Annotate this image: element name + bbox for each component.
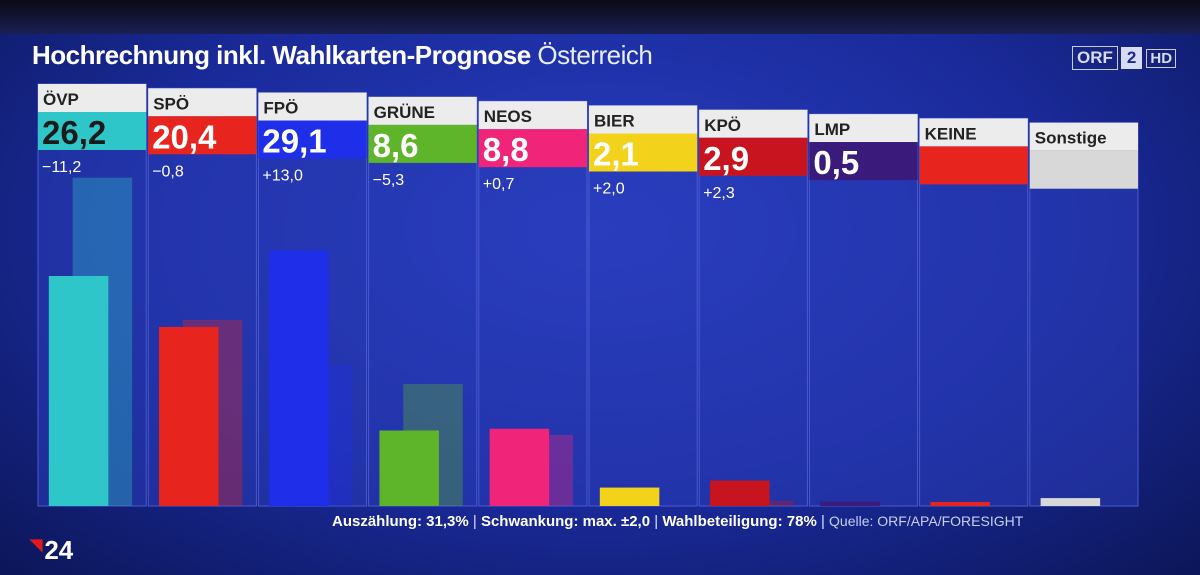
value-label-2: 29,1: [262, 123, 326, 160]
bar-current-0: [48, 276, 109, 506]
party-label-4: NEOS: [484, 107, 532, 126]
party-label-6: KPÖ: [704, 116, 741, 135]
value-box-1: [148, 116, 257, 155]
party-header-bg-5: [589, 105, 698, 134]
party-label-7: LMP: [814, 120, 850, 139]
party-label-3: GRÜNE: [374, 103, 435, 122]
footer-quelle: Quelle: ORF/APA/FORESIGHT: [829, 513, 1024, 529]
footer-auszaehlung: Auszählung: 31,3%: [332, 513, 469, 530]
chart-title: Hochrechnung inkl. Wahlkarten-Prognose Ö…: [32, 40, 653, 71]
value-label-5: 2,1: [593, 136, 639, 173]
bar-current-2: [269, 250, 329, 506]
logo-hd: HD: [1146, 48, 1177, 68]
value-label-3: 8,6: [373, 127, 419, 164]
party-label-8: KEINE: [925, 124, 977, 143]
party-label-9: Sonstige: [1035, 129, 1107, 148]
party-header-bg-7: [809, 114, 918, 143]
party-header-bg-8: [919, 118, 1028, 147]
party-label-2: FPÖ: [263, 99, 298, 118]
channel-mark-icon: ◥: [30, 537, 43, 554]
channel-logo: ◥24: [30, 535, 73, 566]
party-label-1: SPÖ: [153, 94, 189, 113]
value-label-4: 8,8: [483, 131, 529, 168]
party-label-0: ÖVP: [43, 90, 79, 109]
value-label-7: 0,5: [813, 144, 859, 181]
value-box-6: [699, 137, 808, 176]
party-header-bg-2: [258, 92, 367, 121]
party-header-bg-1: [148, 88, 257, 117]
bar-current-4: [489, 428, 550, 506]
orf2-hd-logo: ORF 2 HD: [1072, 46, 1177, 70]
change-label-4: +0,7: [483, 176, 515, 193]
change-label-0: −11,2: [42, 159, 81, 176]
bar-current-7: [820, 501, 880, 506]
column-bg-5: [589, 105, 698, 506]
value-box-7: [809, 142, 918, 181]
change-label-1: −0,8: [152, 163, 184, 180]
value-label-6: 2,9: [703, 140, 749, 177]
bar-current-3: [379, 430, 439, 506]
value-label-0: 26,2: [42, 114, 106, 151]
bar-current-8: [930, 502, 990, 506]
party-label-5: BIER: [594, 112, 635, 131]
value-label-1: 20,4: [152, 118, 217, 155]
bar-current-9: [1040, 498, 1101, 506]
value-box-2: [258, 120, 367, 159]
change-label-6: +2,3: [703, 185, 735, 202]
logo-orf: ORF: [1072, 46, 1118, 70]
chart-footer: Auszählung: 31,3% | Schwankung: max. ±2,…: [332, 513, 1024, 530]
value-box-8: [919, 146, 1028, 185]
channel-number: 24: [44, 535, 74, 565]
value-box-9: [1029, 150, 1138, 189]
bar-current-6: [710, 480, 770, 506]
change-label-3: −5,3: [373, 172, 405, 189]
footer-wahlbeteiligung: Wahlbeteiligung: 78%: [662, 513, 817, 530]
value-box-5: [589, 133, 698, 172]
party-header-bg-0: [38, 84, 147, 112]
logo-two: 2: [1120, 47, 1143, 69]
change-label-2: +13,0: [262, 168, 303, 185]
change-label-5: +2,0: [593, 181, 625, 198]
party-header-bg-6: [699, 109, 808, 138]
value-box-4: [478, 129, 587, 168]
bar-current-1: [159, 326, 219, 506]
bar-current-5: [599, 487, 660, 506]
footer-schwankung: Schwankung: max. ±2,0: [480, 513, 651, 530]
value-box-0: [38, 112, 147, 150]
title-main: Hochrechnung inkl. Wahlkarten-Prognose: [32, 40, 531, 70]
value-box-3: [368, 124, 477, 163]
title-region: Österreich: [537, 40, 653, 70]
party-header-bg-3: [368, 96, 477, 125]
party-header-bg-9: [1029, 122, 1138, 151]
party-header-bg-4: [478, 101, 587, 130]
column-bg-6: [699, 109, 808, 507]
tv-bezel: [0, 0, 1200, 34]
